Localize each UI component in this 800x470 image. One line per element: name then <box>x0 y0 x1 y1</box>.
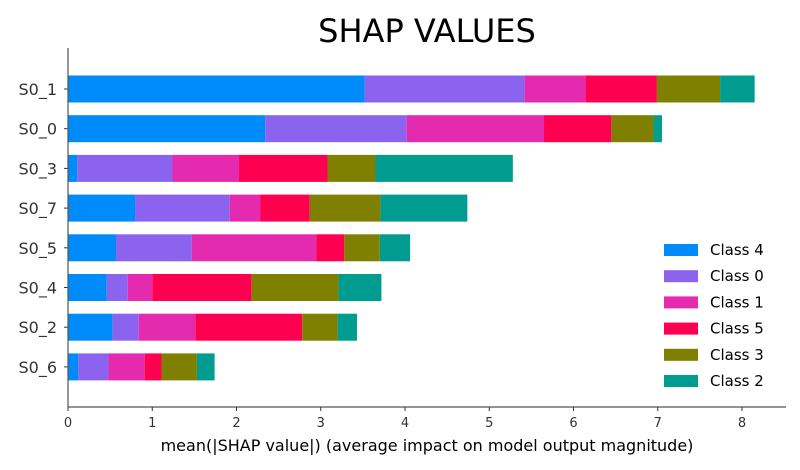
bar-s0-1-class-3 <box>656 75 721 103</box>
legend-label: Class 4 <box>710 241 764 259</box>
bar-s0-7-class-2 <box>380 194 468 222</box>
bar-s0-4-class-3 <box>251 274 339 301</box>
y-tick-label: S0_6 <box>18 358 57 378</box>
bar-s0-0-class-1 <box>406 115 545 143</box>
x-axis-label: mean(|SHAP value|) (average impact on mo… <box>161 436 694 455</box>
bars-group <box>68 75 755 381</box>
bar-s0-1-class-2 <box>720 75 755 103</box>
bar-s0-4-class-4 <box>68 274 107 301</box>
y-tick-label: S0_1 <box>18 80 57 100</box>
legend-swatch-class-1 <box>664 296 698 309</box>
y-tick-label: S0_5 <box>18 239 57 259</box>
bar-s0-2-class-1 <box>138 313 196 341</box>
bar-s0-1-class-1 <box>524 75 586 103</box>
x-tick-label: 3 <box>317 416 325 431</box>
legend-label: Class 5 <box>710 320 764 338</box>
bar-s0-5-class-3 <box>344 234 380 262</box>
x-axis: 0 1 2 3 4 5 6 7 8 <box>64 406 786 431</box>
bar-s0-4-class-5 <box>152 274 252 301</box>
bar-s0-3-class-3 <box>327 154 376 182</box>
bar-s0-2-class-0 <box>112 313 139 341</box>
y-tick-label: S0_2 <box>18 318 57 338</box>
bar-s0-1-class-0 <box>364 75 525 103</box>
legend-label: Class 1 <box>710 293 764 311</box>
bar-s0-2-class-3 <box>302 313 338 341</box>
bar-s0-5-class-1 <box>191 234 317 262</box>
bar-s0-0-class-2 <box>653 115 662 143</box>
bar-s0-3-class-0 <box>77 154 173 182</box>
y-tick-label: S0_4 <box>18 279 57 299</box>
bar-s0-7-class-1 <box>229 194 261 222</box>
bar-s0-0-class-3 <box>611 115 654 143</box>
legend: Class 4 Class 0 Class 1 Class 5 Class 3 Class… <box>664 241 764 390</box>
legend-label: Class 2 <box>710 372 764 390</box>
bar-s0-3-class-1 <box>172 154 240 182</box>
bar-s0-3-class-5 <box>239 154 328 182</box>
y-tick-label: S0_7 <box>18 199 57 219</box>
bar-s0-3-class-4 <box>68 154 78 182</box>
bar-s0-6-class-2 <box>196 353 215 381</box>
x-tick-label: 1 <box>148 416 156 431</box>
bar-s0-5-class-4 <box>68 234 117 262</box>
x-tick-label: 5 <box>485 416 493 431</box>
legend-swatch-class-5 <box>664 322 698 335</box>
bar-s0-2-class-2 <box>337 313 357 341</box>
bar-s0-5-class-2 <box>379 234 411 262</box>
bar-s0-1-class-5 <box>585 75 657 103</box>
bar-s0-6-class-4 <box>68 353 79 381</box>
x-tick-label: 2 <box>232 416 240 431</box>
bar-s0-7-class-4 <box>68 194 136 222</box>
x-tick-label: 0 <box>64 416 72 431</box>
bar-s0-0-class-4 <box>68 115 266 143</box>
y-tick-labels: S0_1 S0_0 S0_3 S0_7 S0_5 S0_4 S0_2 S0_6 <box>18 80 68 378</box>
bar-s0-4-class-1 <box>127 274 153 301</box>
bar-s0-6-class-3 <box>161 353 197 381</box>
y-tick-label: S0_3 <box>18 159 57 179</box>
bar-s0-7-class-0 <box>135 194 230 222</box>
legend-swatch-class-0 <box>664 270 698 283</box>
y-tick-label: S0_0 <box>18 120 57 140</box>
bar-s0-4-class-2 <box>338 274 382 301</box>
legend-label: Class 0 <box>710 267 764 285</box>
legend-swatch-class-2 <box>664 375 698 387</box>
bar-s0-5-class-5 <box>316 234 345 262</box>
chart-title: SHAP VALUES <box>318 12 536 50</box>
legend-swatch-class-4 <box>664 244 698 256</box>
bar-s0-7-class-5 <box>260 194 310 222</box>
legend-label: Class 3 <box>710 346 764 364</box>
bar-s0-0-class-0 <box>265 115 407 143</box>
bar-s0-3-class-2 <box>375 154 513 182</box>
x-tick-label: 4 <box>401 416 409 431</box>
bar-s0-6-class-0 <box>78 353 109 381</box>
legend-swatch-class-3 <box>664 348 698 361</box>
bar-s0-2-class-4 <box>68 313 113 341</box>
bar-s0-0-class-5 <box>544 115 612 143</box>
x-tick-label: 7 <box>654 416 662 431</box>
bar-s0-4-class-0 <box>106 274 128 301</box>
bar-s0-1-class-4 <box>68 75 365 103</box>
bar-s0-6-class-1 <box>108 353 145 381</box>
bar-s0-7-class-3 <box>309 194 381 222</box>
bar-s0-5-class-0 <box>116 234 192 262</box>
bar-s0-2-class-5 <box>195 313 303 341</box>
x-tick-label: 8 <box>738 416 746 431</box>
bar-s0-6-class-5 <box>144 353 162 381</box>
x-tick-label: 6 <box>569 416 577 431</box>
